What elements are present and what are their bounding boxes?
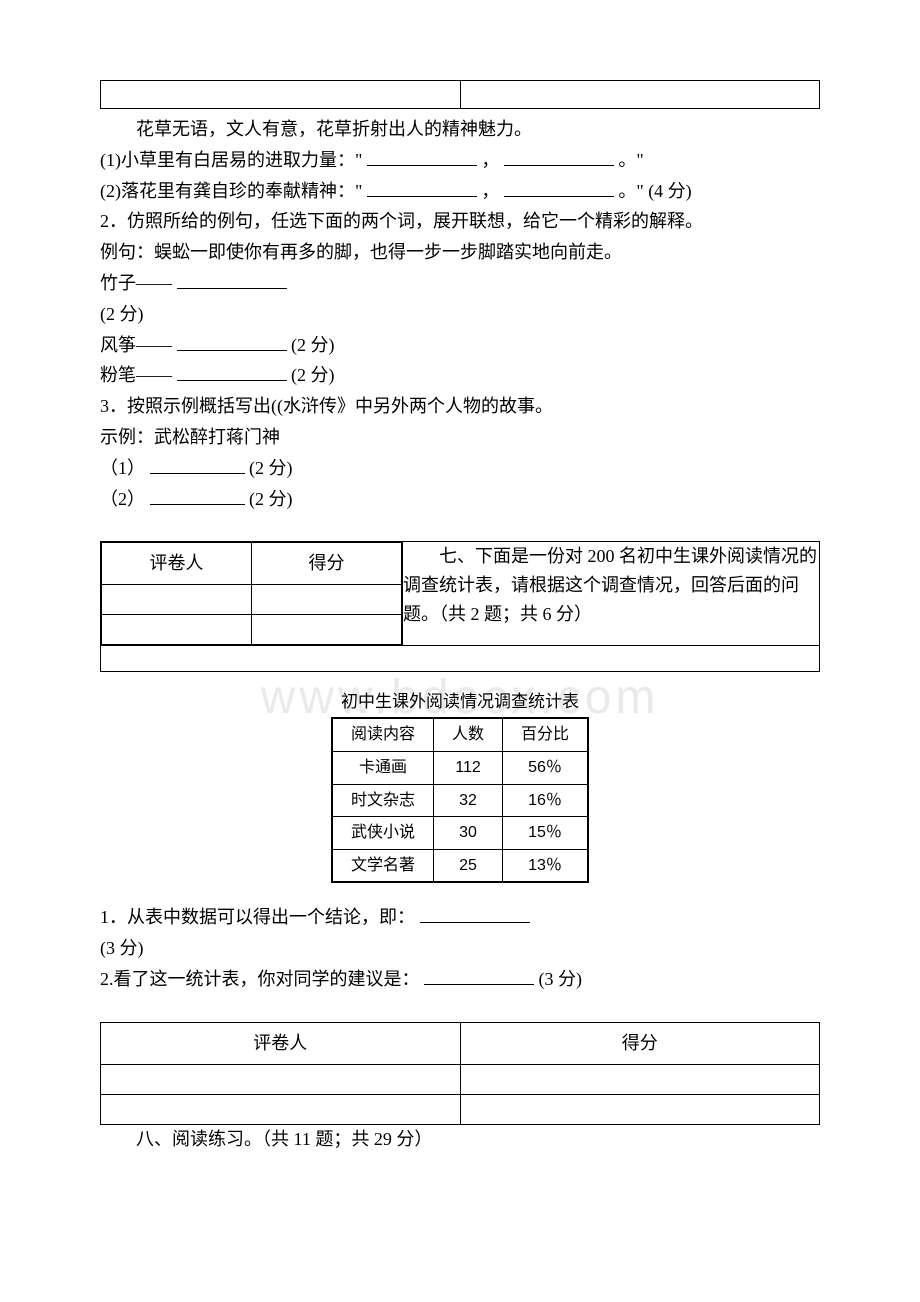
q1-prefix: (1)小草里有白居易的进取力量：" [100,150,367,170]
chalk-line: 粉笔—— (2 分) [100,361,820,390]
q2-sep: ， [481,181,499,201]
grader8-r1c2[interactable] [460,1064,820,1094]
section7-fullrow [101,646,820,672]
q2block-line1: 2．仿照所给的例句，任选下面的两个词，展开联想，给它一个精彩的解释。 [100,207,820,236]
q3-a1: （1） (2 分) [100,454,820,483]
bamboo-line: 竹子—— [100,269,820,298]
stats-r2-count: 30 [433,817,502,850]
bamboo-label: 竹子—— [100,273,172,293]
stats-r1-label: 时文杂志 [332,784,434,817]
kite-pts: (2 分) [291,335,335,355]
grader-col2-header: 得分 [251,543,401,585]
table-row: 时文杂志 32 16％ [332,784,588,817]
grader-inner-table-8: 评卷人 得分 [100,1022,820,1125]
stats-r0-count: 112 [433,751,502,784]
q1-line: (1)小草里有白居易的进取力量：" ， 。" [100,146,820,175]
bamboo-blank[interactable] [177,271,287,289]
q3-a1-blank[interactable] [150,456,245,474]
intro-line: 花草无语，文人有意，花草折射出人的精神魅力。 [100,115,820,144]
top-empty-box [100,80,820,109]
q1-suffix: 。" [618,150,643,170]
s7-q2-pts: (3 分) [539,969,583,989]
section7-title-cell: 七、下面是一份对 200 名初中生课外阅读情况的调查统计表，请根据这个调查情况，… [402,542,819,646]
q3-line1: 3．按照示例概括写出((水浒传》中另外两个人物的故事。 [100,392,820,421]
q2-suffix: 。" (4 分) [618,181,691,201]
q3-a2-blank[interactable] [150,487,245,505]
bamboo-pts: (2 分) [100,300,820,329]
s7-q1-pts: (3 分) [100,934,820,963]
stats-h2: 百分比 [503,718,589,751]
q3-example: 示例：武松醉打蒋门神 [100,423,820,452]
spacer [100,883,820,901]
q2-prefix: (2)落花里有龚自珍的奉献精神：" [100,181,367,201]
q3-a1-label: （1） [100,458,145,478]
stats-h0: 阅读内容 [332,718,434,751]
grader8-r1c1[interactable] [101,1064,461,1094]
grader8-r2c1[interactable] [101,1094,461,1124]
stats-r0-pct: 56％ [503,751,589,784]
stats-r0-label: 卡通画 [332,751,434,784]
section8-text: 八、阅读练习。（共 11 题；共 29 分） [100,1129,432,1149]
table-row: 卡通画 112 56％ [332,751,588,784]
q2-blank-a[interactable] [367,179,477,197]
stats-r2-label: 武侠小说 [332,817,434,850]
stats-h1: 人数 [433,718,502,751]
section7-block: 评卷人 得分 七、下面是一份对 200 名初中生课外阅读情况的调查统计表，请根据… [100,541,820,672]
table-row: 文学名著 25 13％ [332,849,588,882]
stats-r1-pct: 16％ [503,784,589,817]
chalk-blank[interactable] [177,363,287,381]
s7-q1-blank[interactable] [420,905,530,923]
chalk-label: 粉笔—— [100,365,172,385]
kite-line: 风筝—— (2 分) [100,331,820,360]
q3-a2-label: （2） [100,489,145,509]
grader8-col2-header: 得分 [460,1022,820,1064]
grader-r1c2[interactable] [251,585,401,615]
s7-q2: 2.看了这一统计表，你对同学的建议是： (3 分) [100,965,820,994]
stats-r3-count: 25 [433,849,502,882]
q3-a1-pts: (2 分) [249,458,293,478]
q3-a2: （2） (2 分) [100,485,820,514]
stats-r2-pct: 15％ [503,817,589,850]
s7-q1-text: 1．从表中数据可以得出一个结论，即： [100,907,415,927]
grader-inner-table: 评卷人 得分 [101,542,402,645]
q2-line: (2)落花里有龚自珍的奉献精神：" ， 。" (4 分) [100,177,820,206]
s7-q1: 1．从表中数据可以得出一个结论，即： [100,903,820,932]
kite-label: 风筝—— [100,335,172,355]
table-row: 武侠小说 30 15％ [332,817,588,850]
grader-r1c1[interactable] [102,585,252,615]
q2-blank-b[interactable] [504,179,614,197]
q1-blank-b[interactable] [504,148,614,166]
chalk-pts: (2 分) [291,365,335,385]
top-box-left [101,81,461,109]
section7-text: 七、下面是一份对 200 名初中生课外阅读情况的调查统计表，请根据这个调查情况，… [403,546,817,624]
grader-col1-header: 评卷人 [102,543,252,585]
kite-blank[interactable] [177,333,287,351]
page-content: 花草无语，文人有意，花草折射出人的精神魅力。 (1)小草里有白居易的进取力量："… [100,80,820,1153]
top-box-right [460,81,820,109]
grader8-r2c2[interactable] [460,1094,820,1124]
grader-r2c2[interactable] [251,615,401,645]
stats-r1-count: 32 [433,784,502,817]
grader-cell: 评卷人 得分 [101,542,403,646]
stats-table: 阅读内容 人数 百分比 卡通画 112 56％ 时文杂志 32 16％ 武侠小说… [331,717,589,883]
s7-q2-text: 2.看了这一统计表，你对同学的建议是： [100,969,420,989]
stats-r3-label: 文学名著 [332,849,434,882]
q1-sep: ， [481,150,499,170]
q2block-example: 例句：蜈蚣一即使你有再多的脚，也得一步一步脚踏实地向前走。 [100,238,820,267]
stats-r3-pct: 13％ [503,849,589,882]
grader8-col1-header: 评卷人 [101,1022,461,1064]
stats-title: 初中生课外阅读情况调查统计表 [100,688,820,715]
grader-r2c1[interactable] [102,615,252,645]
q1-blank-a[interactable] [367,148,477,166]
q3-a2-pts: (2 分) [249,489,293,509]
s7-q2-blank[interactable] [424,967,534,985]
